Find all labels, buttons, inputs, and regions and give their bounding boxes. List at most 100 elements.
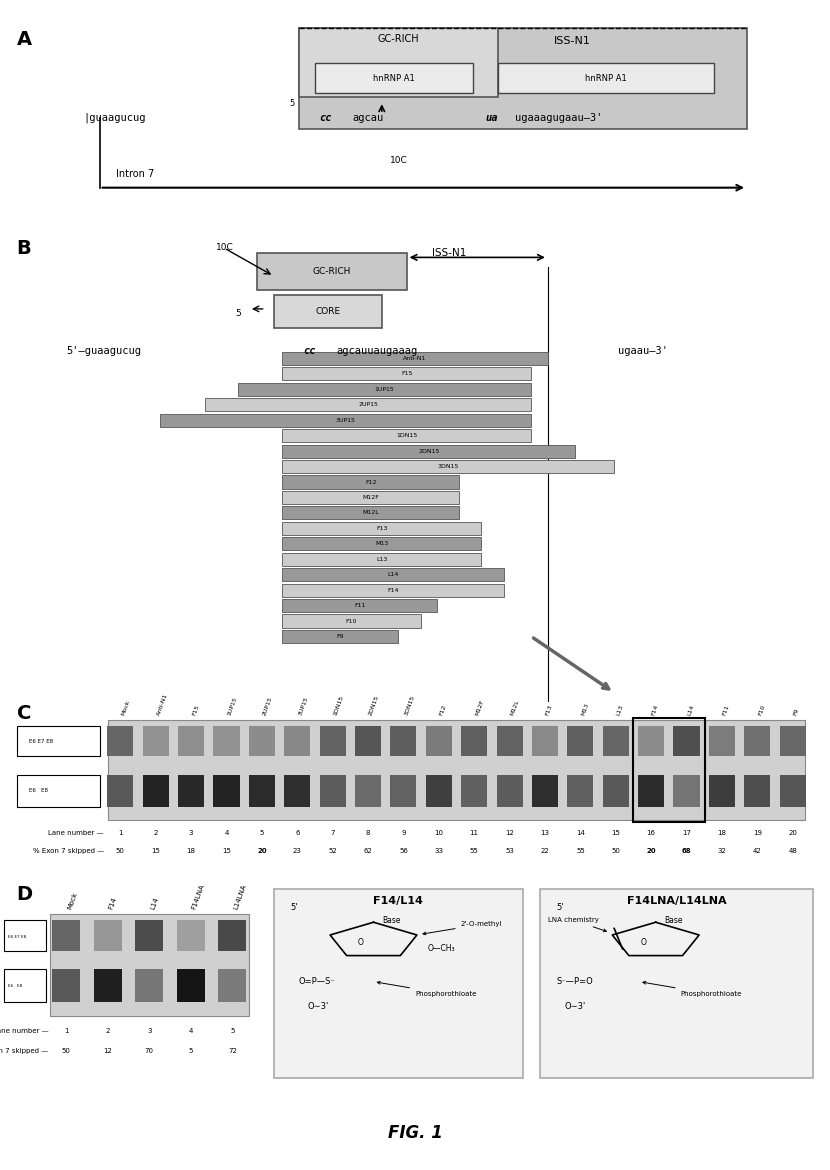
Text: 7: 7 bbox=[330, 830, 335, 835]
Text: FIG. 1: FIG. 1 bbox=[388, 1124, 442, 1142]
Text: 5': 5' bbox=[290, 903, 298, 913]
Text: 10C: 10C bbox=[216, 243, 233, 253]
Text: Base: Base bbox=[382, 916, 400, 924]
Bar bbox=[282, 367, 531, 380]
Text: L14: L14 bbox=[149, 896, 159, 910]
Bar bbox=[638, 725, 664, 756]
Bar bbox=[218, 920, 247, 951]
Text: % Exon 7 skipped —: % Exon 7 skipped — bbox=[0, 1048, 48, 1054]
Text: 5: 5 bbox=[235, 309, 241, 318]
Text: 14: 14 bbox=[576, 830, 585, 835]
Bar bbox=[178, 775, 204, 807]
Bar bbox=[282, 475, 459, 489]
Text: 5: 5 bbox=[188, 1048, 193, 1054]
Bar bbox=[282, 460, 614, 473]
Text: O: O bbox=[358, 938, 364, 948]
Text: 56: 56 bbox=[399, 848, 408, 854]
Text: O∼3': O∼3' bbox=[564, 1002, 586, 1011]
Text: F14: F14 bbox=[387, 587, 398, 593]
Text: 1DN15: 1DN15 bbox=[396, 433, 417, 439]
Text: 2DN15: 2DN15 bbox=[418, 448, 440, 454]
Text: 3: 3 bbox=[189, 830, 193, 835]
Bar bbox=[709, 775, 735, 807]
Text: 18: 18 bbox=[187, 848, 196, 854]
Text: L13: L13 bbox=[376, 557, 388, 562]
Bar bbox=[390, 775, 417, 807]
Text: O: O bbox=[640, 938, 647, 948]
Bar bbox=[299, 28, 747, 129]
Bar bbox=[274, 889, 523, 1078]
Text: M12F: M12F bbox=[363, 495, 379, 500]
Text: O=P—S⁻: O=P—S⁻ bbox=[299, 977, 335, 986]
Bar bbox=[257, 253, 407, 290]
Text: agcauuaugaaag: agcauuaugaaag bbox=[336, 346, 417, 356]
Text: 4: 4 bbox=[188, 1027, 193, 1034]
Text: hnRNP A1: hnRNP A1 bbox=[585, 74, 627, 83]
Text: 48: 48 bbox=[788, 848, 797, 854]
Text: F9: F9 bbox=[793, 708, 800, 716]
Text: 53: 53 bbox=[505, 848, 514, 854]
Bar bbox=[249, 775, 275, 807]
Bar bbox=[282, 491, 459, 504]
Text: M13: M13 bbox=[375, 542, 388, 546]
Text: ua: ua bbox=[486, 113, 498, 123]
Text: 3UP15: 3UP15 bbox=[297, 696, 309, 716]
Bar bbox=[282, 507, 459, 519]
Text: F10: F10 bbox=[345, 619, 357, 624]
Text: E6   E8: E6 E8 bbox=[29, 789, 48, 793]
Text: Lane number —: Lane number — bbox=[0, 1027, 48, 1034]
Bar bbox=[282, 522, 481, 535]
Bar bbox=[282, 352, 548, 365]
Bar bbox=[213, 725, 240, 756]
Bar bbox=[282, 599, 437, 612]
Text: 23: 23 bbox=[293, 848, 302, 854]
Text: 22: 22 bbox=[540, 848, 549, 854]
Text: 10: 10 bbox=[434, 830, 443, 835]
Bar bbox=[177, 969, 205, 1002]
Text: F12: F12 bbox=[365, 480, 377, 484]
Bar bbox=[496, 725, 523, 756]
Bar bbox=[745, 775, 770, 807]
Text: cc: cc bbox=[320, 113, 332, 123]
Bar bbox=[282, 537, 481, 550]
Text: 32: 32 bbox=[717, 848, 726, 854]
Bar bbox=[496, 775, 523, 807]
Bar bbox=[282, 429, 531, 442]
Bar bbox=[390, 725, 417, 756]
Bar bbox=[282, 629, 398, 644]
Bar bbox=[632, 718, 705, 821]
Text: 55: 55 bbox=[470, 848, 479, 854]
Text: M12F: M12F bbox=[474, 698, 485, 716]
Text: 1DN15: 1DN15 bbox=[333, 695, 344, 716]
Text: A: A bbox=[17, 29, 32, 49]
Bar bbox=[426, 775, 452, 807]
Text: 1: 1 bbox=[118, 830, 123, 835]
Text: 19: 19 bbox=[753, 830, 762, 835]
Bar bbox=[426, 725, 452, 756]
Text: 8: 8 bbox=[366, 830, 370, 835]
Text: 13: 13 bbox=[540, 830, 549, 835]
Bar bbox=[218, 969, 247, 1002]
Text: M12L: M12L bbox=[363, 510, 379, 516]
Bar bbox=[52, 920, 81, 951]
Text: F12: F12 bbox=[439, 704, 447, 716]
Bar bbox=[50, 914, 249, 1017]
Text: 10C: 10C bbox=[390, 156, 408, 165]
Text: F14/L14: F14/L14 bbox=[374, 896, 423, 906]
Text: ISS-N1: ISS-N1 bbox=[432, 248, 466, 259]
Text: GC-RICH: GC-RICH bbox=[313, 267, 351, 276]
Text: O∼3': O∼3' bbox=[307, 1002, 329, 1011]
Text: 20: 20 bbox=[257, 848, 266, 854]
Bar bbox=[673, 775, 700, 807]
Text: O—CH₃: O—CH₃ bbox=[427, 944, 455, 954]
Text: 55: 55 bbox=[576, 848, 584, 854]
Text: 2UP15: 2UP15 bbox=[262, 696, 273, 716]
Bar bbox=[282, 552, 481, 566]
Text: F14: F14 bbox=[108, 896, 118, 910]
Bar bbox=[107, 725, 134, 756]
Bar bbox=[498, 63, 714, 92]
Text: 50: 50 bbox=[62, 1048, 71, 1054]
Text: C: C bbox=[17, 704, 31, 723]
Bar bbox=[355, 725, 381, 756]
Text: 68: 68 bbox=[681, 848, 691, 854]
